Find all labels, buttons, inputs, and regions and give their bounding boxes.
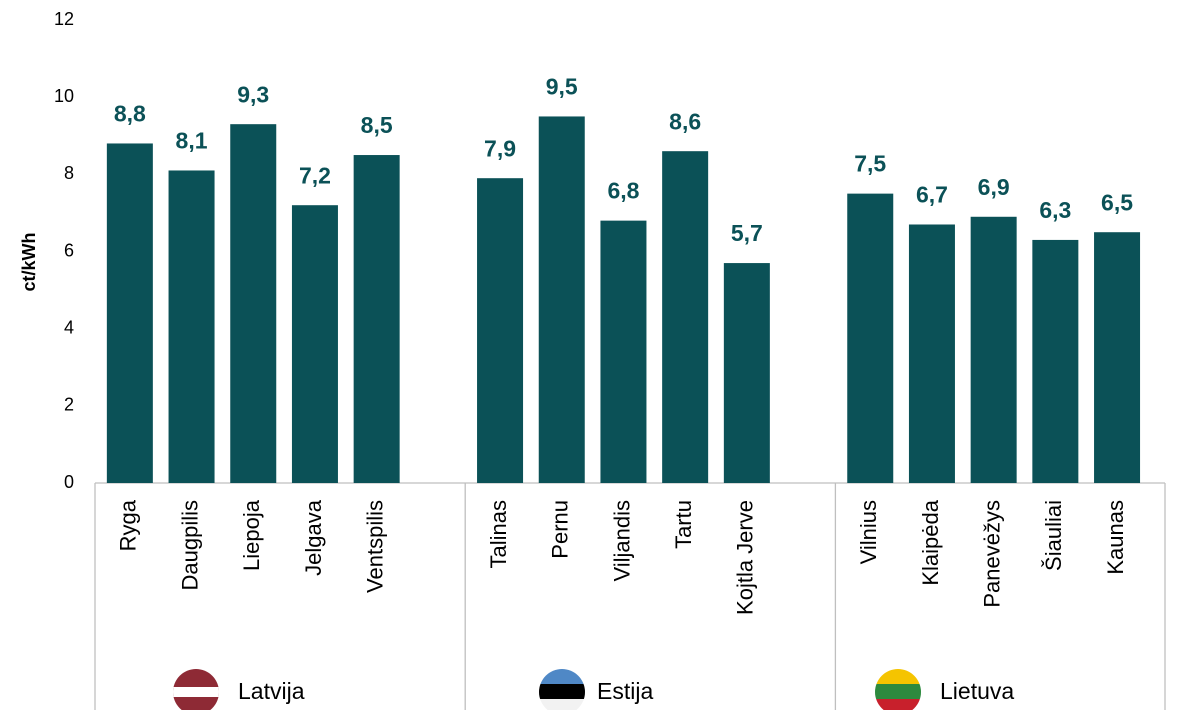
bar: [908, 224, 955, 483]
x-tick-label: Tartu: [671, 500, 696, 549]
flag-estonia: [539, 669, 585, 710]
flag-lithuania: [875, 669, 921, 710]
bar: [970, 216, 1017, 483]
y-tick-label: 0: [64, 472, 74, 492]
x-tick-label: Klaipėda: [918, 499, 943, 585]
bar: [168, 170, 215, 483]
y-tick-label: 10: [54, 86, 74, 106]
bar: [477, 178, 524, 484]
bar: [106, 143, 153, 483]
value-label: 6,8: [607, 178, 639, 204]
bar: [353, 155, 400, 483]
x-tick-label: Talinas: [486, 500, 511, 568]
x-tick-label: Ventspilis: [362, 500, 387, 593]
y-tick-label: 4: [64, 317, 74, 337]
bar: [1032, 239, 1079, 483]
y-tick-label: 8: [64, 163, 74, 183]
bar: [847, 193, 894, 483]
x-tick-label: Ryga: [116, 499, 141, 551]
value-label: 6,9: [978, 174, 1010, 200]
value-label: 7,5: [854, 151, 886, 177]
value-label: 8,6: [669, 108, 701, 134]
value-label: 8,1: [176, 128, 208, 154]
y-tick-label: 6: [64, 240, 74, 260]
bar: [291, 205, 338, 483]
value-label: 8,8: [114, 101, 146, 127]
value-label: 6,7: [916, 182, 948, 208]
y-tick-label: 2: [64, 395, 74, 415]
x-tick-label: Pernu: [548, 500, 573, 559]
value-label: 9,5: [546, 74, 578, 100]
x-tick-label: Liepoja: [239, 499, 264, 571]
value-label: 7,2: [299, 162, 331, 188]
x-tick-label: Šiauliai: [1041, 500, 1066, 571]
x-tick-label: Jelgava: [301, 499, 326, 576]
group-label: Estija: [597, 678, 653, 704]
bar: [230, 124, 277, 484]
y-axis-label: ct/kWh: [19, 232, 39, 291]
group-label: Latvija: [238, 678, 305, 704]
value-label: 9,3: [237, 81, 269, 107]
bar: [538, 116, 585, 483]
value-label: 6,3: [1039, 197, 1071, 223]
flag-latvia: [173, 669, 219, 710]
group-label: Lietuva: [940, 678, 1014, 704]
x-tick-label: Kojtla Jerve: [733, 500, 758, 615]
value-label: 7,9: [484, 135, 516, 161]
value-label: 8,5: [361, 112, 393, 138]
x-tick-label: Kaunas: [1103, 500, 1128, 575]
value-label: 6,5: [1101, 189, 1133, 215]
x-tick-label: Viljandis: [609, 500, 634, 582]
x-tick-label: Daugpilis: [177, 500, 202, 591]
bar: [1094, 232, 1141, 483]
bar: [662, 151, 709, 483]
bar: [600, 220, 647, 483]
y-tick-label: 12: [54, 9, 74, 29]
value-label: 5,7: [731, 220, 763, 246]
x-tick-label: Panevėžys: [979, 500, 1004, 608]
x-tick-label: Vilnius: [856, 500, 881, 564]
bar: [723, 263, 770, 483]
